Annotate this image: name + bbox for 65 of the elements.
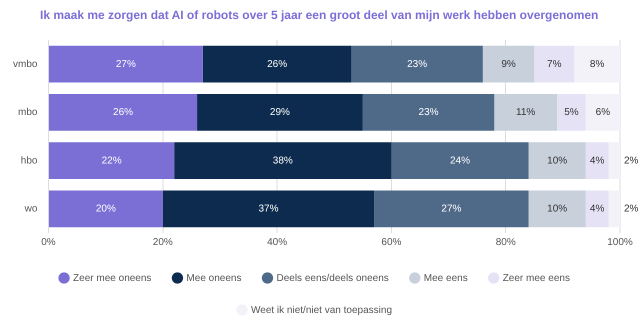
data-label: 9% <box>501 58 516 70</box>
data-label: 23% <box>407 58 428 70</box>
legend-label: Mee oneens <box>186 272 242 284</box>
data-label: 26% <box>267 58 288 70</box>
bar <box>391 142 529 179</box>
chart-title: Ik maak me zorgen dat AI of robots over 5 jaar een groot deel van mijn werk hebben overgenomen <box>40 8 598 22</box>
bar <box>48 94 198 131</box>
legend-label: Deels eens/deels oneens <box>276 272 389 284</box>
legend-label: Weet ik niet/niet van toepassing <box>250 304 392 316</box>
data-label: 10% <box>547 155 568 166</box>
x-tick-label: 40% <box>267 236 288 248</box>
bar <box>534 46 574 82</box>
bar <box>586 142 609 179</box>
data-label: 2% <box>624 155 639 166</box>
data-label: 8% <box>590 58 604 70</box>
data-label: 4% <box>590 204 604 215</box>
bar <box>48 190 163 228</box>
bar <box>48 46 203 82</box>
legend-label: Zeer mee eens <box>502 272 570 284</box>
bar <box>202 46 352 82</box>
data-label: 2% <box>624 204 639 215</box>
bar <box>608 142 620 179</box>
data-label: 5% <box>564 107 579 118</box>
bar <box>586 190 609 228</box>
data-label: 6% <box>596 107 610 118</box>
data-label: 11% <box>516 107 536 118</box>
data-label: 24% <box>450 155 470 166</box>
x-tick-label: 0% <box>41 236 56 248</box>
y-tick-label: wo <box>24 204 38 215</box>
x-tick-label: 100% <box>607 236 633 248</box>
bar <box>586 94 620 131</box>
bar <box>557 94 586 131</box>
data-label: 37% <box>258 204 279 215</box>
x-tick-label: 60% <box>381 236 402 248</box>
legend-label: Mee eens <box>424 272 468 284</box>
bar <box>494 94 558 131</box>
data-label: 27% <box>116 58 136 70</box>
y-tick-label: vmbo <box>13 58 38 70</box>
data-label: 10% <box>547 204 568 215</box>
bar <box>351 46 483 82</box>
data-label: 29% <box>270 107 290 118</box>
bar <box>528 190 586 228</box>
x-tick-label: 80% <box>496 236 516 248</box>
bar <box>574 46 620 82</box>
bar <box>608 190 620 228</box>
data-label: 38% <box>272 155 293 166</box>
y-tick-label: mbo <box>18 107 38 118</box>
legend-label: Zeer mee oneens <box>73 272 152 284</box>
bar <box>197 94 363 131</box>
bar <box>48 142 174 179</box>
bar <box>162 190 374 228</box>
data-label: 26% <box>112 107 134 118</box>
data-label: 20% <box>96 204 116 215</box>
data-label: 22% <box>102 155 122 166</box>
data-label: 23% <box>418 107 439 118</box>
x-tick-label: 20% <box>152 236 173 248</box>
y-tick-label: hbo <box>20 155 38 166</box>
bar <box>482 46 534 82</box>
data-label: 27% <box>441 204 462 215</box>
bar <box>374 190 529 228</box>
bar <box>362 94 494 131</box>
data-label: 4% <box>590 155 604 166</box>
bar <box>528 142 586 179</box>
bar <box>174 142 392 179</box>
data-label: 7% <box>547 58 562 70</box>
